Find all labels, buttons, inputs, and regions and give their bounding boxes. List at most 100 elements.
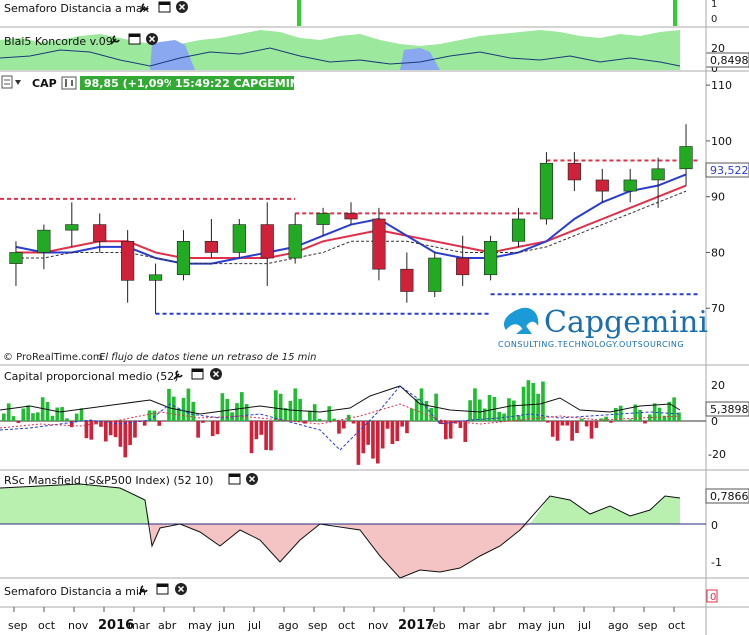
window-icon[interactable]	[191, 368, 204, 380]
capital-bar	[453, 421, 458, 424]
semaforo-max-signal-bar	[673, 0, 677, 26]
delay-note: El flujo de datos tiene un retraso de 15…	[99, 352, 316, 363]
wrench-icon[interactable]	[173, 370, 183, 380]
capital-bar	[113, 421, 118, 438]
capital-value-badge: 5,3898	[710, 403, 749, 416]
capital-bar	[536, 393, 540, 421]
capital-bar	[609, 421, 613, 423]
capital-bar	[317, 418, 322, 421]
capital-bar	[531, 383, 536, 421]
capital-bar	[123, 421, 128, 458]
candle-body	[595, 179, 609, 192]
capital-bar	[414, 398, 419, 421]
capital-bar	[293, 388, 298, 421]
window-icon[interactable]	[228, 473, 241, 485]
close-icon[interactable]	[176, 1, 188, 13]
time-label: nov	[68, 619, 89, 632]
time-label: oct	[338, 619, 356, 632]
wrench-icon[interactable]	[138, 585, 148, 595]
candle-body	[65, 224, 79, 231]
capital-bar	[599, 418, 604, 421]
candle-body	[344, 213, 358, 220]
capital-bar	[303, 421, 307, 424]
price-header: CAP 98,85 (+1,09%) 15:49:22 CAPGEMINI	[1, 75, 303, 90]
capital-bar	[6, 403, 11, 421]
capital-bar	[65, 418, 69, 421]
capital-bar	[478, 399, 482, 421]
capital-bar	[259, 421, 264, 435]
window-icon[interactable]	[158, 1, 171, 13]
capital-bar	[327, 406, 332, 421]
mansfield-positive-area	[0, 484, 150, 524]
capital-bar	[346, 414, 351, 421]
capital-bar	[638, 409, 642, 421]
candle-body	[372, 218, 386, 270]
wrench-icon[interactable]	[110, 35, 120, 45]
time-label: may	[518, 619, 542, 632]
time-label: abr	[488, 619, 507, 632]
capital-bar	[512, 400, 516, 421]
close-icon[interactable]	[246, 473, 258, 485]
candle-body	[204, 241, 218, 253]
chart-settings-icon[interactable]	[4, 79, 10, 85]
capital-bar	[618, 405, 623, 421]
window-icon[interactable]	[128, 33, 141, 45]
semaforo-min-axis-0: 0	[710, 592, 716, 603]
capital-bar	[463, 421, 468, 442]
price-y-axis: 70 80 90 100 110	[706, 79, 732, 315]
capital-bar	[235, 403, 239, 421]
capital-bar	[94, 421, 98, 425]
close-icon[interactable]	[175, 583, 187, 595]
candle-body	[567, 162, 581, 181]
capital-bar	[643, 421, 647, 424]
mansfield-line	[0, 483, 681, 579]
capital-bar	[55, 407, 60, 421]
capital-bar	[70, 421, 74, 428]
mansfield-axis-0: 0	[711, 519, 718, 532]
capital-bar	[439, 421, 443, 424]
capital-bar	[648, 414, 652, 421]
ticker-label[interactable]: CAP	[32, 77, 57, 90]
source-credit: © ProRealTime.com	[3, 352, 103, 363]
time-label: jul	[247, 619, 261, 632]
capital-bar	[657, 407, 662, 421]
close-icon[interactable]	[146, 33, 158, 45]
wrench-icon[interactable]	[139, 3, 149, 13]
time-label: jun	[547, 619, 565, 632]
koncorde-blue-area	[400, 48, 440, 70]
capital-bar	[541, 381, 545, 421]
capital-bar	[89, 421, 94, 440]
time-label: abr	[158, 619, 177, 632]
time-label: nov	[368, 619, 389, 632]
capital-bar	[181, 397, 186, 421]
capital-bar	[584, 421, 589, 427]
time-label: mar	[458, 619, 480, 632]
candle-body	[121, 241, 135, 281]
bar-type-icon[interactable]	[61, 76, 77, 90]
capital-bar	[361, 421, 366, 454]
candle-body	[232, 224, 246, 253]
capital-bar	[444, 421, 448, 440]
close-icon[interactable]	[210, 368, 222, 380]
capital-bar	[220, 393, 225, 421]
window-icon[interactable]	[156, 583, 169, 595]
capital-bar	[21, 408, 26, 421]
capital-bar	[526, 380, 531, 421]
capital-bar	[152, 410, 157, 421]
capital-bar	[99, 421, 103, 427]
candle-body	[288, 224, 302, 259]
capital-bar	[628, 419, 633, 421]
chevron-down-icon[interactable]	[15, 80, 21, 85]
capital-bar	[473, 388, 477, 421]
mansfield-value-badge: 0,7866	[710, 490, 749, 503]
time-label: sep	[308, 619, 327, 632]
candle-body	[428, 257, 442, 292]
capital-bar	[405, 421, 409, 434]
time-label: 2016	[98, 618, 134, 633]
candle-body	[400, 268, 414, 292]
capital-bar	[201, 421, 205, 423]
mansfield-negative-area	[150, 524, 172, 546]
